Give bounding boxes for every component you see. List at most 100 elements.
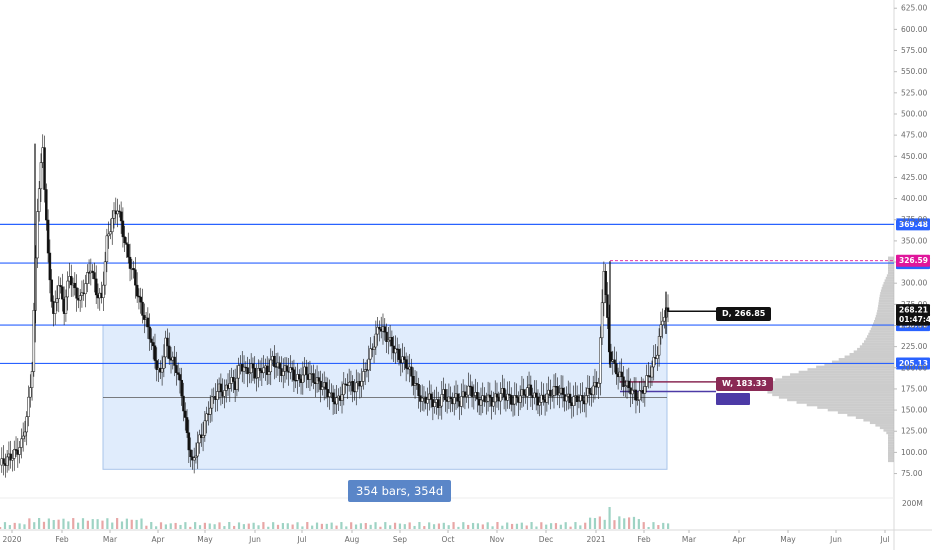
candle-body xyxy=(21,435,25,440)
candle-body xyxy=(285,365,289,372)
price-tick-label: 150.00 xyxy=(901,406,927,415)
daily-callout[interactable]: D, 266.85 xyxy=(716,307,772,321)
candle-body xyxy=(568,393,572,403)
candle-body xyxy=(438,405,442,408)
volume-bar xyxy=(637,519,640,529)
candle-body xyxy=(59,285,62,288)
candle-body xyxy=(369,348,372,360)
candle-body xyxy=(529,384,533,396)
volume-profile-bar xyxy=(865,337,894,341)
candle-body xyxy=(125,242,128,245)
candle-body xyxy=(205,413,208,422)
candle-body xyxy=(627,380,631,389)
candle-body xyxy=(511,403,515,406)
volume-bar xyxy=(262,522,265,529)
volume-bar xyxy=(423,526,426,529)
volume-bar xyxy=(515,523,519,529)
candle-body xyxy=(631,389,634,395)
candle-body xyxy=(105,235,109,263)
candle-body xyxy=(86,272,89,284)
candle-body xyxy=(135,284,139,297)
volume-profile-bar xyxy=(883,429,894,432)
volume-profile-bar xyxy=(887,271,894,275)
price-tick-label: 350.00 xyxy=(901,236,927,245)
candle-body xyxy=(661,320,664,326)
candle-body xyxy=(340,394,344,401)
volume-bar xyxy=(369,524,372,529)
candle-body xyxy=(600,302,604,339)
candle-body xyxy=(538,401,541,406)
volume-bar xyxy=(272,522,275,529)
horizontal-levels[interactable]: 369.48323.78250.50205.13 xyxy=(0,218,930,393)
volume-bar xyxy=(42,521,46,529)
volume-profile-bar xyxy=(879,426,894,430)
volume-bar xyxy=(506,522,509,529)
volume-bar xyxy=(315,522,319,529)
volume-bar xyxy=(18,523,21,529)
candle-body xyxy=(290,367,294,371)
candle-body xyxy=(53,302,57,314)
volume-bar xyxy=(140,518,143,529)
candle-body xyxy=(390,337,394,347)
candle-body xyxy=(613,359,616,364)
level-price-badge xyxy=(896,357,930,370)
weekly-callout[interactable]: W, 183.33 xyxy=(716,377,773,391)
candle-body xyxy=(513,395,517,405)
candle-body xyxy=(23,431,27,437)
volume-bar xyxy=(345,526,348,529)
volume-profile-bar xyxy=(837,411,894,414)
volume-bar xyxy=(213,524,216,529)
volume-profile-bar xyxy=(888,446,894,450)
candle-body xyxy=(148,326,151,340)
candle-body xyxy=(342,383,346,396)
time-tick-label: Jul xyxy=(296,535,306,544)
volume-bar xyxy=(311,525,314,529)
axis-price-badge xyxy=(896,313,930,326)
candle-body xyxy=(452,397,456,405)
time-tick-label: Mar xyxy=(682,535,697,544)
volume-bar xyxy=(242,524,245,529)
volume-profile-bar xyxy=(876,312,894,315)
candle-body xyxy=(335,397,338,405)
volume-bar xyxy=(432,524,436,529)
time-tick-label: 2020 xyxy=(2,535,21,544)
price-tick-label: 200.00 xyxy=(901,363,927,372)
candle-body xyxy=(508,393,511,396)
volume-bar xyxy=(150,522,153,529)
time-axis[interactable]: 2020 Feb Mar Apr May Jun Jul Aug Sep Oct Nov Dec 202… xyxy=(2,530,890,544)
time-tick-label: Jun xyxy=(248,535,261,544)
candle-body xyxy=(93,272,96,280)
volume-profile-bar xyxy=(888,434,894,437)
candle-body xyxy=(597,382,600,388)
volume-bar xyxy=(457,526,460,529)
candle-body xyxy=(258,368,262,371)
volume-profile-bar xyxy=(878,302,894,305)
volume-bar xyxy=(3,522,7,529)
candle-body xyxy=(119,211,123,222)
volume-bar xyxy=(384,522,387,529)
candle-body xyxy=(645,375,648,387)
volume-bar xyxy=(491,526,494,529)
volume-profile-bar xyxy=(765,383,894,386)
candle-body xyxy=(141,301,144,316)
candle-body xyxy=(118,210,121,213)
volume-bar xyxy=(437,523,441,529)
range-measure-label: 354 bars, 354d xyxy=(348,480,452,502)
time-tick-label: Mar xyxy=(103,535,118,544)
volume-bar xyxy=(252,522,255,529)
volume-bar xyxy=(525,525,528,529)
volume-bar xyxy=(428,522,431,529)
time-tick-label: May xyxy=(197,535,213,544)
volume-profile-bar xyxy=(888,269,894,272)
volume-profile-bar xyxy=(806,403,894,407)
candle-body xyxy=(123,236,126,244)
volume-profile-bar xyxy=(888,454,894,458)
volume-bar xyxy=(198,525,202,529)
volume-bar xyxy=(286,523,289,529)
volume-bar xyxy=(418,522,421,529)
candle-body xyxy=(64,296,68,314)
volume-profile-bar xyxy=(886,431,894,435)
candle-body xyxy=(203,420,207,436)
candle-body xyxy=(281,371,285,376)
